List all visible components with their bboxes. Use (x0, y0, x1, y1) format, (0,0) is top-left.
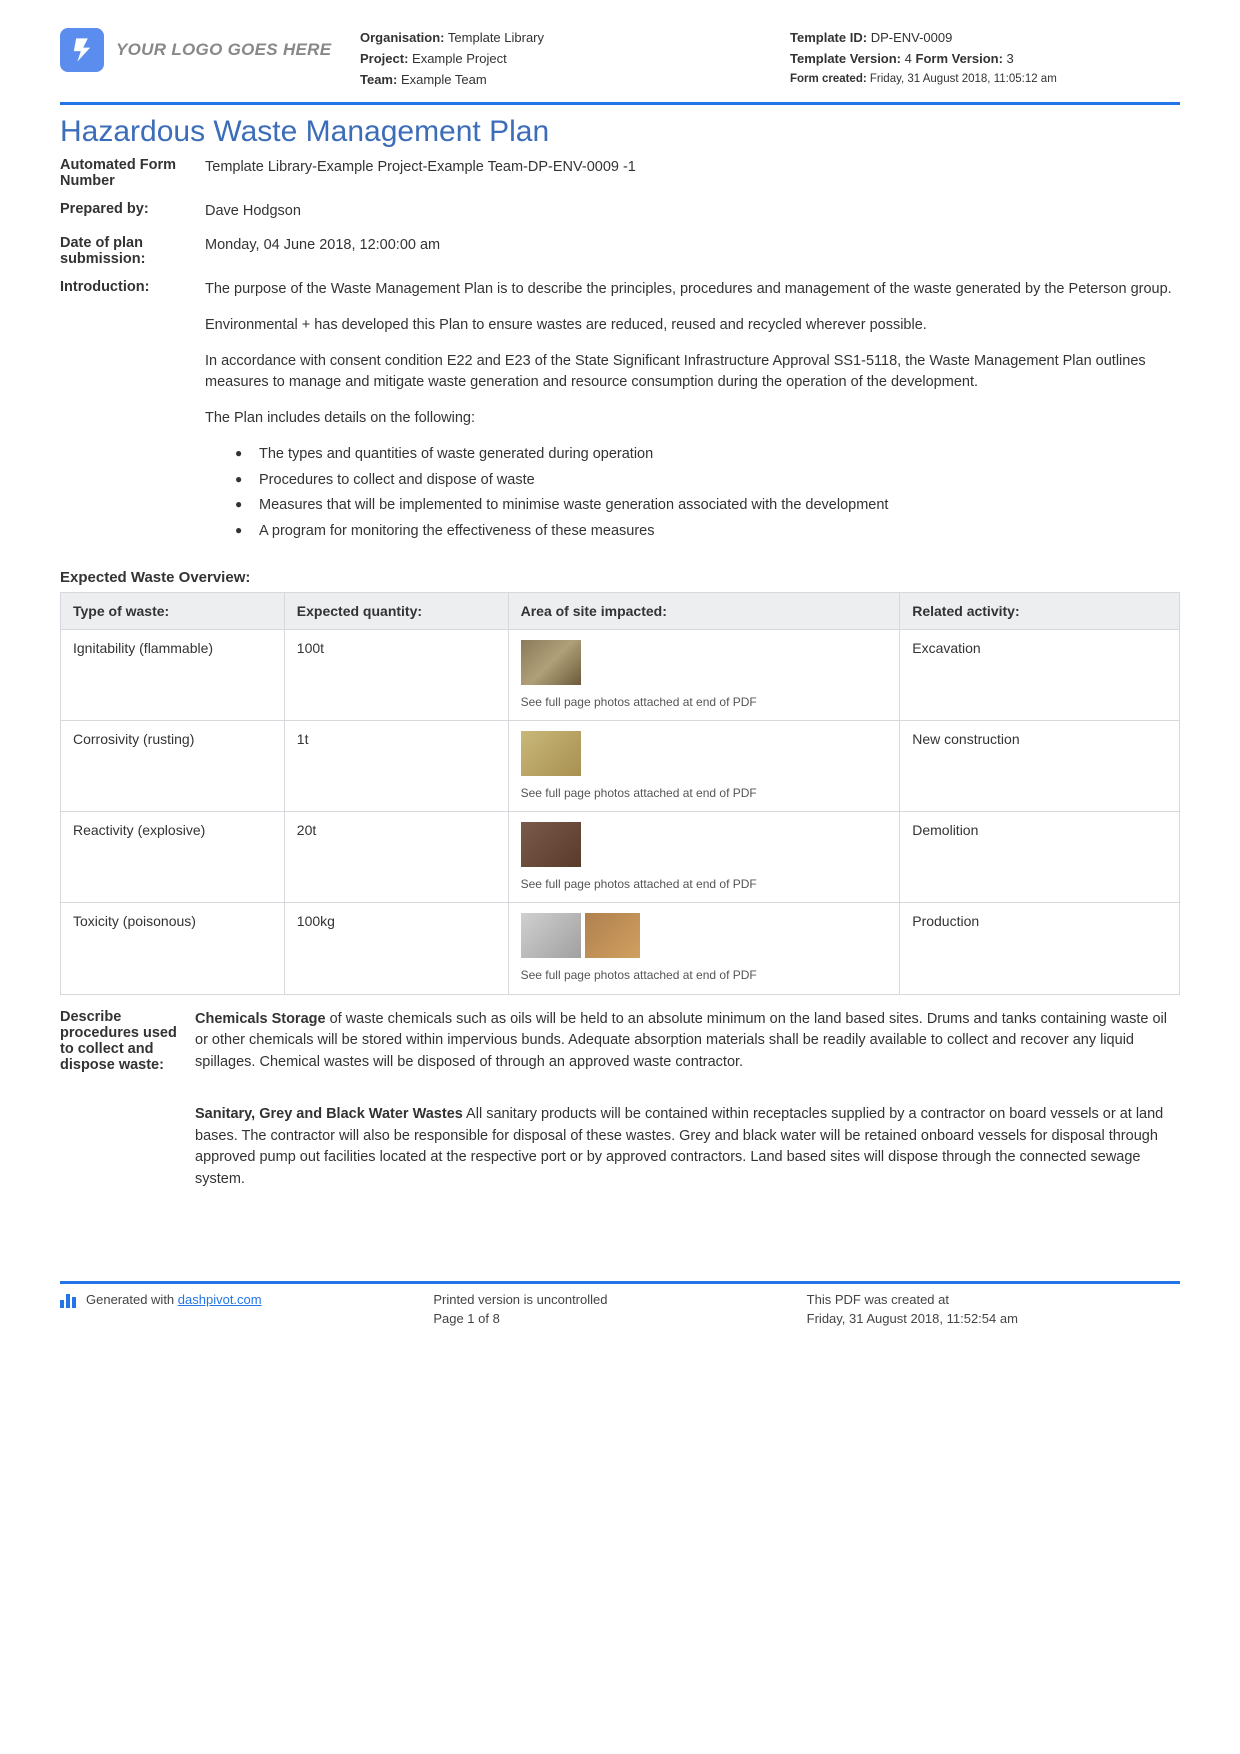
footer-right: This PDF was created at Friday, 31 Augus… (807, 1290, 1180, 1329)
page-number: Page 1 of 8 (433, 1309, 806, 1329)
photo-thumbnail (521, 731, 581, 776)
cell-type: Toxicity (poisonous) (61, 903, 285, 994)
form-number-label: Automated Form Number (60, 157, 205, 189)
photo-thumbnail (521, 640, 581, 685)
procedures-body: Chemicals Storage of waste chemicals suc… (195, 1009, 1180, 1221)
cell-qty: 20t (284, 812, 508, 903)
template-id-value: DP-ENV-0009 (871, 30, 953, 45)
intro-p3: In accordance with consent condition E22… (205, 351, 1180, 395)
template-version-label: Template Version: (790, 51, 901, 66)
intro-label: Introduction: (60, 279, 205, 295)
created-at-value: Friday, 31 August 2018, 11:52:54 am (807, 1309, 1180, 1329)
logo-placeholder-text: YOUR LOGO GOES HERE (116, 40, 331, 60)
procedures-p2: Sanitary, Grey and Black Water Wastes Al… (195, 1104, 1180, 1191)
proc-p1-body: of waste chemicals such as oils will be … (195, 1011, 1167, 1071)
table-row: Toxicity (poisonous) 100kg See full page… (61, 903, 1180, 994)
photo-thumbnail (521, 822, 581, 867)
bars-icon (60, 1290, 78, 1308)
footer: Generated with dashpivot.com Printed ver… (60, 1281, 1180, 1329)
template-id-label: Template ID: (790, 30, 867, 45)
cell-area: See full page photos attached at end of … (508, 903, 900, 994)
intro-bullet-4: A program for monitoring the effectivene… (235, 521, 1180, 543)
logo-icon (60, 28, 104, 72)
intro-p2: Environmental + has developed this Plan … (205, 315, 1180, 337)
row-introduction: Introduction: The purpose of the Waste M… (60, 279, 1180, 547)
header-meta: Organisation: Template Library Project: … (360, 28, 1180, 90)
proc-p1-lead: Chemicals Storage (195, 1011, 326, 1027)
team-label: Team: (360, 72, 397, 87)
intro-bullet-2: Procedures to collect and dispose of was… (235, 470, 1180, 492)
row-date: Date of plan submission: Monday, 04 June… (60, 235, 1180, 267)
photo-caption: See full page photos attached at end of … (521, 967, 888, 983)
th-type: Type of waste: (61, 592, 285, 629)
dashpivot-link[interactable]: dashpivot.com (178, 1292, 262, 1307)
generated-prefix: Generated with (86, 1292, 178, 1307)
intro-body: The purpose of the Waste Management Plan… (205, 279, 1180, 547)
cell-type: Reactivity (explosive) (61, 812, 285, 903)
header: YOUR LOGO GOES HERE Organisation: Templa… (60, 28, 1180, 105)
table-row: Reactivity (explosive) 20t See full page… (61, 812, 1180, 903)
form-version-label: Form Version: (916, 51, 1003, 66)
header-col-right: Template ID: DP-ENV-0009 Template Versio… (790, 28, 1180, 90)
org-label: Organisation: (360, 30, 445, 45)
th-qty: Expected quantity: (284, 592, 508, 629)
cell-activity: Demolition (900, 812, 1180, 903)
photo-caption: See full page photos attached at end of … (521, 694, 888, 710)
prepared-by-label: Prepared by: (60, 201, 205, 217)
th-activity: Related activity: (900, 592, 1180, 629)
uncontrolled-text: Printed version is uncontrolled (433, 1290, 806, 1310)
cell-qty: 1t (284, 721, 508, 812)
cell-area: See full page photos attached at end of … (508, 812, 900, 903)
procedures-label: Describe procedures used to collect and … (60, 1009, 195, 1073)
photo-caption: See full page photos attached at end of … (521, 785, 888, 801)
cell-type: Corrosivity (rusting) (61, 721, 285, 812)
waste-table: Type of waste: Expected quantity: Area o… (60, 592, 1180, 995)
form-created-value: Friday, 31 August 2018, 11:05:12 am (870, 73, 1057, 85)
cell-activity: New construction (900, 721, 1180, 812)
intro-bullets: The types and quantities of waste genera… (205, 444, 1180, 543)
document-page: YOUR LOGO GOES HERE Organisation: Templa… (0, 0, 1240, 1349)
intro-bullet-3: Measures that will be implemented to min… (235, 495, 1180, 517)
intro-p1: The purpose of the Waste Management Plan… (205, 279, 1180, 301)
template-version-value: 4 (905, 51, 912, 66)
cell-qty: 100t (284, 629, 508, 720)
th-area: Area of site impacted: (508, 592, 900, 629)
photo-thumbnail (585, 913, 640, 958)
intro-bullet-1: The types and quantities of waste genera… (235, 444, 1180, 466)
overview-heading: Expected Waste Overview: (60, 569, 1180, 586)
table-header-row: Type of waste: Expected quantity: Area o… (61, 592, 1180, 629)
row-form-number: Automated Form Number Template Library-E… (60, 157, 1180, 189)
row-procedures: Describe procedures used to collect and … (60, 1009, 1180, 1221)
row-prepared-by: Prepared by: Dave Hodgson (60, 201, 1180, 223)
prepared-by-value: Dave Hodgson (205, 201, 1180, 223)
project-label: Project: (360, 51, 408, 66)
cell-activity: Excavation (900, 629, 1180, 720)
procedures-p1: Chemicals Storage of waste chemicals suc… (195, 1009, 1180, 1074)
table-row: Corrosivity (rusting) 1t See full page p… (61, 721, 1180, 812)
cell-area: See full page photos attached at end of … (508, 721, 900, 812)
proc-p2-lead: Sanitary, Grey and Black Water Wastes (195, 1106, 463, 1122)
cell-qty: 100kg (284, 903, 508, 994)
cell-activity: Production (900, 903, 1180, 994)
photo-caption: See full page photos attached at end of … (521, 876, 888, 892)
form-created-label: Form created: (790, 73, 867, 85)
page-title: Hazardous Waste Management Plan (60, 115, 1180, 149)
created-at-label: This PDF was created at (807, 1290, 1180, 1310)
team-value: Example Team (401, 72, 487, 87)
date-label: Date of plan submission: (60, 235, 205, 267)
date-value: Monday, 04 June 2018, 12:00:00 am (205, 235, 1180, 257)
footer-left: Generated with dashpivot.com (60, 1290, 433, 1329)
intro-p4: The Plan includes details on the followi… (205, 408, 1180, 430)
form-version-value: 3 (1007, 51, 1014, 66)
org-value: Template Library (448, 30, 544, 45)
photo-thumbnail (521, 913, 581, 958)
cell-area: See full page photos attached at end of … (508, 629, 900, 720)
logo-block: YOUR LOGO GOES HERE (60, 28, 340, 72)
project-value: Example Project (412, 51, 507, 66)
cell-type: Ignitability (flammable) (61, 629, 285, 720)
form-number-value: Template Library-Example Project-Example… (205, 157, 1180, 179)
table-row: Ignitability (flammable) 100t See full p… (61, 629, 1180, 720)
footer-middle: Printed version is uncontrolled Page 1 o… (433, 1290, 806, 1329)
header-col-left: Organisation: Template Library Project: … (360, 28, 750, 90)
